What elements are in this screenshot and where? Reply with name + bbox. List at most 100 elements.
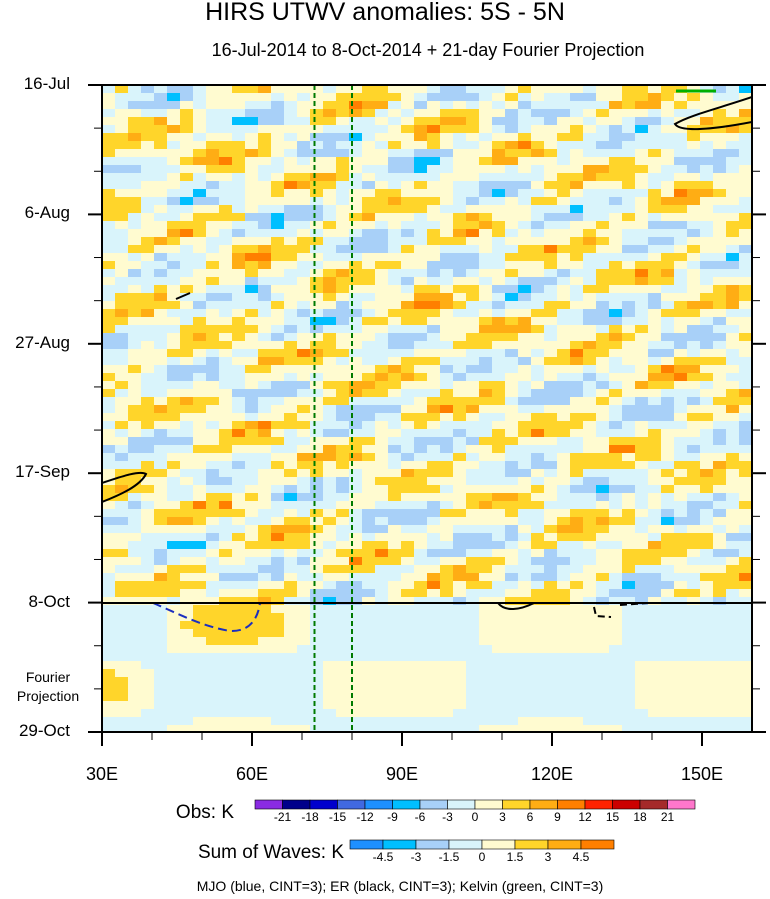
heatmap-cell <box>726 245 740 254</box>
heatmap-cell <box>362 173 376 182</box>
heatmap-cell <box>128 237 142 246</box>
heatmap-cell <box>635 189 649 198</box>
heatmap-cell <box>440 405 454 414</box>
colorbar-swatch <box>448 839 483 850</box>
heatmap-cell <box>635 653 649 662</box>
heatmap-cell <box>518 149 532 158</box>
heatmap-cell <box>206 525 220 534</box>
heatmap-cell <box>128 621 142 630</box>
heatmap-cell <box>609 565 623 574</box>
heatmap-cell <box>219 325 233 334</box>
heatmap-cell <box>596 429 610 438</box>
heatmap-cell <box>141 613 155 622</box>
heatmap-cell <box>284 485 298 494</box>
heatmap-cell <box>531 309 545 318</box>
heatmap-cell <box>167 589 181 598</box>
heatmap-cell <box>427 309 441 318</box>
heatmap-cell <box>375 581 389 590</box>
heatmap-cell <box>154 165 168 174</box>
heatmap-cell <box>193 341 207 350</box>
heatmap-cell <box>557 397 571 406</box>
heatmap-cell <box>700 189 714 198</box>
heatmap-cell <box>284 645 298 654</box>
heatmap-cell <box>687 629 701 638</box>
heatmap-cell <box>206 325 220 334</box>
heatmap-cell <box>154 245 168 254</box>
heatmap-cell <box>323 413 337 422</box>
heatmap-cell <box>570 365 584 374</box>
heatmap-cell <box>219 717 233 726</box>
heatmap-cell <box>102 141 116 150</box>
heatmap-cell <box>271 653 285 662</box>
heatmap-cell <box>505 701 519 710</box>
heatmap-cell <box>726 357 740 366</box>
heatmap-cell <box>505 189 519 198</box>
heatmap-cell <box>440 709 454 718</box>
heatmap-cell <box>687 613 701 622</box>
heatmap-cell <box>258 173 272 182</box>
heatmap-cell <box>310 325 324 334</box>
heatmap-cell <box>375 381 389 390</box>
heatmap-cell <box>531 565 545 574</box>
heatmap-cell <box>453 661 467 670</box>
heatmap-cell <box>362 213 376 222</box>
heatmap-cell <box>440 677 454 686</box>
heatmap-cell <box>258 565 272 574</box>
heatmap-cell <box>115 501 129 510</box>
heatmap-cell <box>726 669 740 678</box>
heatmap-cell <box>466 125 480 134</box>
heatmap-cell <box>232 349 246 358</box>
heatmap-cell <box>154 685 168 694</box>
heatmap-cell <box>570 229 584 238</box>
heatmap-cell <box>349 493 363 502</box>
heatmap-cell <box>674 421 688 430</box>
heatmap-cell <box>154 533 168 542</box>
heatmap-cell <box>440 157 454 166</box>
heatmap-cell <box>219 597 233 606</box>
heatmap-cell <box>232 261 246 270</box>
heatmap-cell <box>687 693 701 702</box>
heatmap-cell <box>232 205 246 214</box>
heatmap-cell <box>206 301 220 310</box>
heatmap-cell <box>674 581 688 590</box>
heatmap-cell <box>388 485 402 494</box>
heatmap-cell <box>401 93 415 102</box>
heatmap-cell <box>466 85 480 94</box>
heatmap-cell <box>440 141 454 150</box>
heatmap-cell <box>362 581 376 590</box>
heatmap-cell <box>726 637 740 646</box>
heatmap-cell <box>505 677 519 686</box>
heatmap-cell <box>102 517 116 526</box>
heatmap-cell <box>154 501 168 510</box>
heatmap-cell <box>206 197 220 206</box>
heatmap-cell <box>583 229 597 238</box>
heatmap-cell <box>128 685 142 694</box>
heatmap-cell <box>661 181 675 190</box>
heatmap-cell <box>115 245 129 254</box>
heatmap-cell <box>323 685 337 694</box>
heatmap-cell <box>245 685 259 694</box>
heatmap-cell <box>505 589 519 598</box>
heatmap-cell <box>336 557 350 566</box>
heatmap-cell <box>362 133 376 142</box>
heatmap-cell <box>505 533 519 542</box>
heatmap-cell <box>518 157 532 166</box>
heatmap-cell <box>102 685 116 694</box>
heatmap-cell <box>167 637 181 646</box>
heatmap-cell <box>544 693 558 702</box>
heatmap-cell <box>713 621 727 630</box>
heatmap-cell <box>453 365 467 374</box>
heatmap-cell <box>700 661 714 670</box>
heatmap-cell <box>154 149 168 158</box>
heatmap-cell <box>102 365 116 374</box>
heatmap-cell <box>206 669 220 678</box>
heatmap-cell <box>102 573 116 582</box>
heatmap-cell <box>479 589 493 598</box>
heatmap-cell <box>310 669 324 678</box>
heatmap-cell <box>674 565 688 574</box>
heatmap-cell <box>726 181 740 190</box>
heatmap-cell <box>453 173 467 182</box>
heatmap-cell <box>193 509 207 518</box>
heatmap-cell <box>739 405 752 414</box>
heatmap-cell <box>726 405 740 414</box>
